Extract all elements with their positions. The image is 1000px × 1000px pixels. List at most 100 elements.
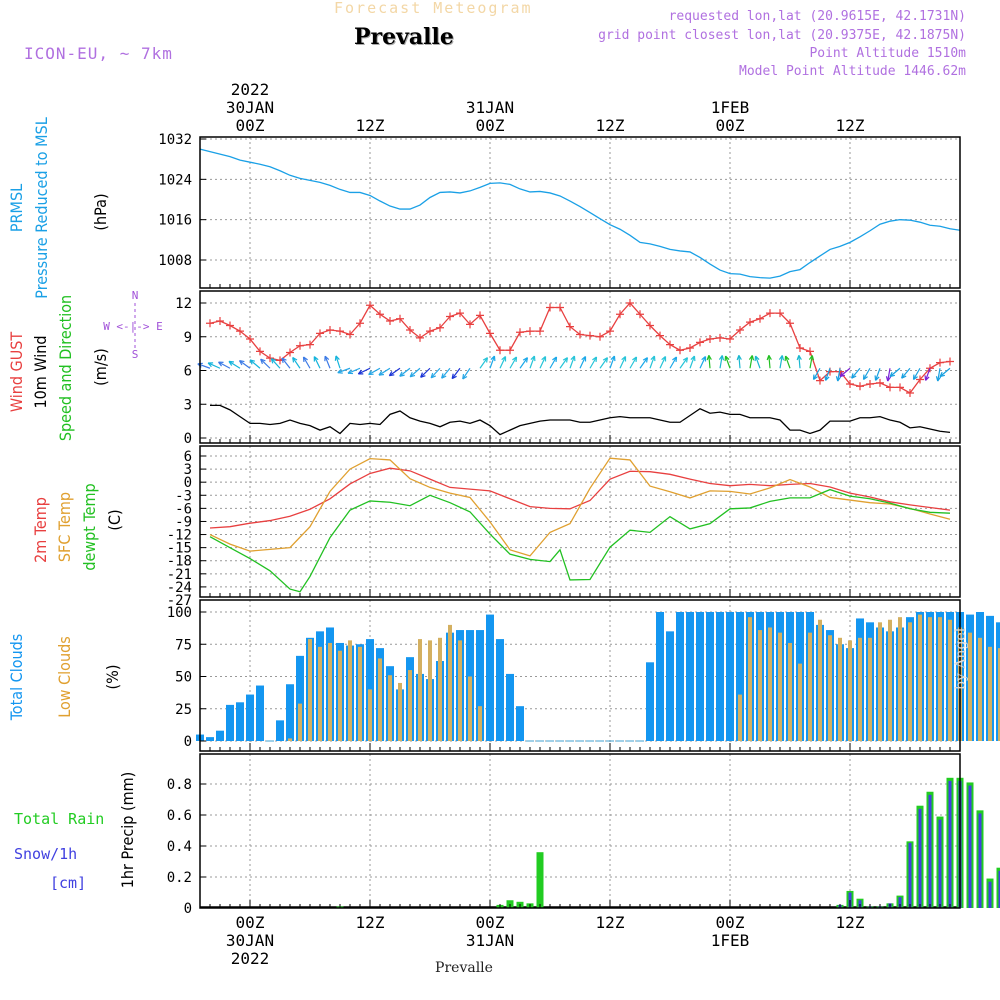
wind-arrow-head — [409, 371, 416, 378]
gust-marker — [626, 299, 634, 307]
wind-arrow — [812, 367, 821, 380]
wind-arrow-head — [632, 356, 638, 363]
cloud-low-bar — [848, 640, 852, 741]
y-tick-label: 50 — [175, 670, 192, 686]
cloud-low-bar — [818, 619, 822, 741]
cloud-low-bar — [778, 632, 782, 741]
wind-arrow — [689, 355, 696, 369]
wind-arrow-head — [501, 356, 507, 362]
gust-marker — [666, 340, 674, 349]
cloud-total-bar — [646, 662, 654, 741]
point-altitude: Point Altitude 1510m — [809, 46, 966, 61]
gust-marker — [656, 331, 664, 340]
wind-arrow-shaft — [479, 357, 488, 369]
wind-arrow-head — [552, 356, 558, 363]
time-label-bottom: 30JAN — [226, 931, 274, 950]
wind-arrow-head — [570, 355, 576, 362]
wind-arrow-head — [924, 375, 930, 381]
wind-arrow-shaft — [378, 367, 391, 376]
wind-arrow-shaft — [659, 356, 667, 369]
cloud-low-bar — [798, 663, 802, 741]
gust-marker — [906, 389, 914, 397]
snow-bar — [898, 897, 902, 908]
wind-arrow-head — [399, 371, 405, 377]
time-label-bottom: 12Z — [836, 913, 865, 932]
gust-marker — [736, 326, 744, 334]
snow-bar — [978, 813, 982, 908]
wind-arrow — [270, 358, 281, 369]
wind-arrow — [748, 355, 755, 369]
wind-arrow — [599, 357, 609, 369]
wind-arrow-head — [218, 361, 224, 367]
cloud-low-bar — [748, 617, 752, 741]
gust-marker — [936, 358, 944, 367]
time-label-top: 00Z — [716, 116, 745, 135]
wind-arrow-shaft — [302, 356, 311, 369]
model-label: ICON-EU, ~ 7km — [24, 44, 173, 63]
wind-arrow-shaft — [724, 355, 731, 369]
snow-bar — [998, 870, 1000, 908]
wind-arrow-shaft — [579, 356, 587, 369]
gust-marker — [696, 338, 704, 347]
time-label-top: 00Z — [476, 116, 505, 135]
cloud-total-bar — [246, 694, 254, 741]
y-tick-label: 6 — [184, 364, 192, 380]
wind-arrow-head — [207, 362, 214, 368]
wind-arrow-shaft — [798, 355, 801, 369]
gust-marker — [556, 303, 564, 312]
wind-arrow-shaft — [335, 355, 341, 369]
wind-arrow — [388, 367, 401, 377]
wind-arrow-head — [334, 355, 340, 361]
cloud-total-bar — [226, 704, 234, 741]
wind-arrow-head — [766, 354, 772, 361]
panel-frame — [199, 136, 961, 289]
wind-arrow-shaft — [549, 356, 558, 369]
cloud-low-bar — [428, 640, 432, 741]
wind-arrow-shaft — [599, 357, 608, 369]
cloud-low-bar — [418, 639, 422, 741]
wind-arrow — [451, 367, 461, 380]
wind-arrow — [378, 367, 391, 376]
gust-marker — [846, 380, 854, 388]
wind-arrow-head — [430, 372, 436, 379]
snow-bar — [988, 881, 992, 908]
wind-arrow-head — [522, 357, 529, 363]
cloud-low-bar — [468, 676, 472, 741]
cloud-low-bar — [318, 646, 322, 741]
wind-arrow-shaft — [738, 355, 741, 369]
wind-arrow-shaft — [812, 367, 821, 380]
wind-arrow — [754, 355, 761, 369]
time-label-bottom: 00Z — [716, 913, 745, 932]
wind-arrow-head — [874, 375, 880, 381]
y-tick-label: 12 — [175, 296, 192, 312]
wind-arrow-head — [592, 356, 598, 363]
rain-label: Total Rain — [14, 810, 104, 828]
wind-arrow-shaft — [358, 367, 371, 375]
gust-marker — [356, 319, 364, 328]
wind-arrow-head — [462, 373, 468, 380]
wind-arrow-head — [718, 355, 725, 361]
grid-coords: grid point closest lon,lat (20.9375E, 42… — [598, 28, 966, 43]
snow-unit: [cm] — [50, 874, 86, 892]
gust-marker — [296, 341, 304, 350]
temp-unit: (C) — [105, 509, 124, 530]
wind-arrow — [519, 357, 529, 369]
y-tick-label: 0 — [184, 475, 192, 491]
gust-marker — [336, 327, 344, 336]
cloud-low-bar — [388, 675, 392, 741]
wind-arrow — [281, 357, 291, 369]
wind-arrow-head — [541, 356, 547, 362]
wind-arrow — [924, 368, 931, 381]
gust-marker — [766, 309, 774, 318]
pressure-sub-label: Pressure Reduced to MSL — [32, 117, 51, 298]
wind-arrow — [462, 367, 471, 380]
cloud-low-bar — [288, 738, 292, 741]
cloud-low-bar — [928, 617, 932, 741]
wind-arrow — [549, 356, 558, 369]
wind-arrow-shaft — [451, 367, 461, 379]
wind-arrow-shaft — [292, 357, 301, 369]
wind-arrow-head — [889, 371, 896, 378]
gust-marker — [456, 309, 464, 318]
gust-marker — [726, 335, 734, 343]
